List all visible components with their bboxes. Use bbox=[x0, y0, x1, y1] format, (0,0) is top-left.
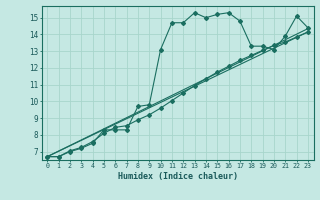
X-axis label: Humidex (Indice chaleur): Humidex (Indice chaleur) bbox=[118, 172, 237, 181]
